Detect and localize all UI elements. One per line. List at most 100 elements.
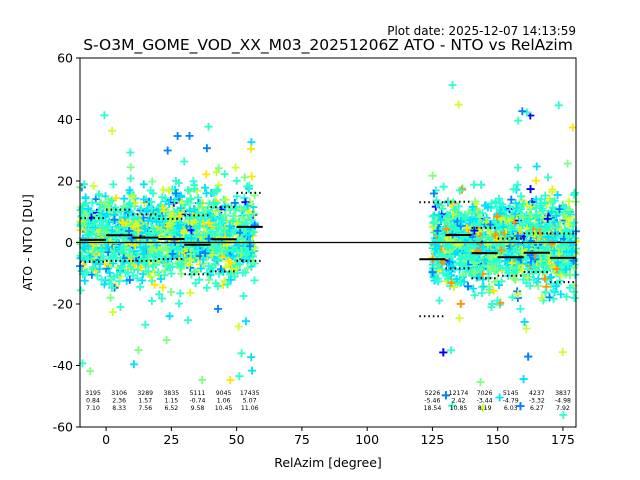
- data-point: [566, 270, 575, 279]
- data-point: [241, 244, 250, 253]
- bin-mean-label: -4.79: [503, 398, 519, 405]
- data-point: [107, 283, 116, 292]
- data-point: [196, 199, 204, 208]
- data-point: [554, 101, 563, 110]
- data-point: [240, 173, 249, 182]
- data-point: [532, 162, 541, 171]
- data-point: [522, 324, 531, 333]
- x-tick-label: 150: [486, 432, 510, 447]
- data-point: [218, 253, 227, 262]
- data-point: [247, 172, 256, 181]
- data-point: [232, 246, 241, 255]
- data-point: [125, 186, 134, 195]
- data-point: [214, 207, 223, 216]
- data-point: [435, 211, 444, 219]
- bin-std-label: 8.19: [478, 405, 492, 412]
- data-point: [229, 252, 237, 261]
- data-point: [462, 242, 471, 251]
- bin-std-label: 8.33: [112, 405, 126, 412]
- data-point: [83, 268, 91, 277]
- bin-count-label: 3835: [163, 390, 179, 397]
- data-point: [109, 272, 118, 281]
- data-point: [126, 262, 135, 271]
- data-point: [145, 228, 153, 237]
- data-point: [438, 204, 447, 213]
- data-point: [194, 212, 203, 221]
- data-point: [221, 233, 230, 242]
- data-points: [76, 81, 580, 419]
- data-point: [437, 250, 446, 259]
- data-point: [227, 259, 236, 267]
- data-point: [124, 268, 132, 277]
- data-point: [97, 247, 106, 256]
- data-point: [93, 271, 102, 280]
- data-point: [235, 260, 244, 269]
- data-point: [151, 258, 160, 267]
- data-point: [439, 269, 448, 278]
- data-point: [85, 221, 94, 229]
- data-point: [247, 216, 256, 225]
- data-point: [466, 216, 475, 225]
- data-point: [519, 375, 528, 384]
- data-point: [77, 251, 86, 260]
- x-tick-label: 100: [355, 432, 379, 447]
- data-point: [447, 346, 456, 355]
- data-point: [202, 144, 211, 153]
- bin-count-label: 3289: [137, 390, 153, 397]
- data-point: [108, 308, 117, 317]
- data-point: [514, 163, 522, 172]
- bin-mean-label: 1.57: [138, 398, 152, 405]
- data-point: [512, 246, 521, 255]
- data-point: [542, 225, 551, 234]
- data-point: [97, 275, 106, 284]
- data-point: [117, 247, 126, 256]
- data-point: [469, 284, 478, 293]
- y-tick-label: -60: [53, 420, 73, 435]
- data-point: [549, 203, 557, 212]
- data-point: [524, 352, 533, 361]
- data-point: [525, 210, 534, 219]
- data-point: [525, 218, 534, 227]
- data-point: [201, 249, 210, 258]
- data-point: [211, 260, 220, 269]
- data-point: [147, 245, 156, 254]
- data-point: [198, 375, 207, 384]
- data-point: [462, 253, 471, 262]
- y-tick-label: 40: [57, 112, 73, 127]
- data-point: [179, 229, 188, 238]
- data-point: [428, 268, 437, 277]
- data-point: [185, 187, 194, 196]
- data-point: [524, 243, 533, 252]
- y-axis-label: ATO - NTO [DU]: [20, 194, 35, 291]
- data-point: [548, 187, 557, 196]
- data-point: [533, 223, 542, 232]
- data-point: [180, 219, 189, 228]
- data-point: [214, 164, 223, 173]
- data-point: [464, 282, 473, 291]
- data-point: [532, 176, 541, 185]
- data-point: [211, 220, 220, 229]
- data-point: [220, 170, 229, 178]
- data-point: [242, 317, 250, 326]
- data-point: [484, 252, 493, 261]
- bin-count-label: 17435: [240, 390, 260, 397]
- data-point: [516, 304, 525, 313]
- bin-mean-label: 5.07: [243, 398, 257, 405]
- data-point: [202, 283, 211, 292]
- data-point: [467, 239, 476, 248]
- data-point: [156, 275, 165, 283]
- data-point: [163, 146, 172, 155]
- x-tick-label: 50: [229, 432, 245, 447]
- data-point: [172, 189, 180, 198]
- data-point: [141, 224, 150, 233]
- data-point: [127, 253, 136, 261]
- data-point: [444, 271, 453, 280]
- data-point: [543, 214, 552, 223]
- data-point: [448, 81, 457, 90]
- data-point: [530, 263, 539, 272]
- data-point: [77, 212, 86, 221]
- axes: 0 25 50 75 100 125 150 175 60 40 20 0 -20 -40 -60: [53, 51, 575, 448]
- data-point: [212, 242, 221, 251]
- data-point: [232, 264, 241, 273]
- data-point: [468, 202, 477, 211]
